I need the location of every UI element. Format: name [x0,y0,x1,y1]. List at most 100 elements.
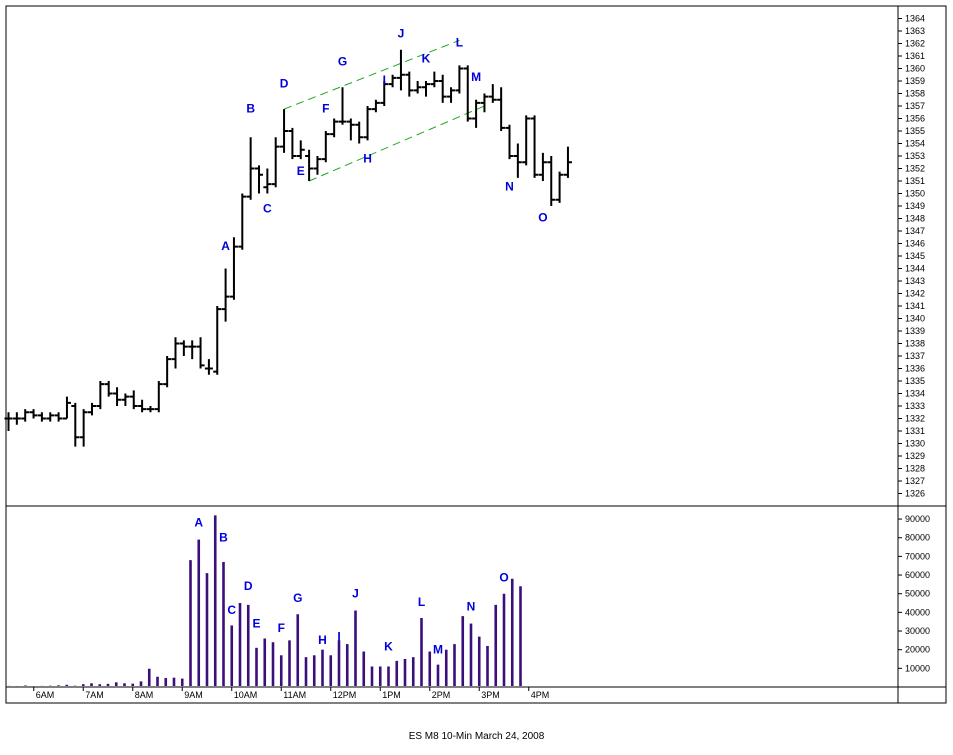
price-tick-label: 1356 [905,114,925,124]
volume-wave-label: H [318,633,327,647]
price-scale-area [897,5,947,507]
price-tick-label: 1355 [905,126,925,136]
ohlc-bar [338,87,347,125]
ohlc-bar [480,93,489,113]
chart-caption: ES M8 10-Min March 24, 2008 [408,731,545,742]
ohlc-bar [455,65,464,94]
price-wave-label: M [471,70,481,84]
time-tick-label: 7AM [85,690,104,700]
ohlc-bar [346,118,355,141]
price-tick-label: 1338 [905,339,925,349]
ohlc-bar [246,137,255,200]
volume-wave-label: D [244,579,253,593]
volume-wave-label: E [252,616,260,630]
price-tick-label: 1336 [905,364,925,374]
price-tick-label: 1342 [905,289,925,299]
ohlc-bar [530,115,539,178]
volume-wave-label: K [384,640,393,654]
ohlc-bar [213,306,222,375]
volume-wave-label: J [352,586,359,600]
time-tick-label: 10AM [234,690,258,700]
ohlc-bar [422,81,430,97]
time-tick-label: 11AM [283,690,306,700]
price-tick-label: 1357 [905,101,925,111]
time-tick-label: 3PM [481,690,500,700]
time-tick-label: 1PM [382,690,401,700]
volume-wave-label: L [418,595,425,609]
ohlc-bar [21,409,30,422]
price-wave-label: N [505,179,514,193]
price-wave-label: C [263,201,272,215]
ohlc-bar [255,165,263,194]
ohlc-bar [563,146,572,178]
ohlc-bar [363,106,372,141]
channel-line [283,39,460,110]
time-tick-label: 9AM [184,690,203,700]
ohlc-bar [171,337,180,369]
ohlc-bar [388,74,397,88]
ohlc-bar [313,156,322,175]
ohlc-bar [79,409,88,447]
price-tick-label: 1334 [905,389,925,399]
volume-tick-label: 90000 [905,514,930,524]
price-tick-label: 1330 [905,439,925,449]
channel-line [308,105,485,182]
ohlc-bar [296,140,305,160]
price-tick-label: 1361 [905,51,925,61]
volume-wave-label: F [278,621,285,635]
price-wave-label: I [383,73,386,87]
ohlc-bar [62,396,71,420]
volume-panel [5,505,899,688]
ohlc-bar [71,402,80,447]
ohlc-bar [271,137,280,188]
price-tick-label: 1331 [905,426,925,436]
price-bars [4,49,572,447]
ohlc-bar [472,99,481,128]
ohlc-bar [305,149,314,181]
time-axis: 6AM 7AM 8AM 9AM 10AM 11AM 12PM 1PM 2PM 3PM 4PM [33,687,549,700]
ohlc-bar [179,340,188,356]
volume-tick-label: 70000 [905,551,930,561]
price-tick-label: 1347 [905,226,925,236]
price-tick-label: 1346 [905,239,925,249]
price-tick-label: 1328 [905,464,925,474]
price-tick-label: 1344 [905,264,925,274]
price-tick-label: 1341 [905,301,925,311]
ohlc-bar [538,152,547,181]
price-tick-label: 1339 [905,326,925,336]
volume-wave-labels: A B CD E F G H I J K L M N O [194,516,508,657]
price-wave-label: B [246,101,255,115]
ohlc-bar [522,115,531,166]
trend-channel [283,39,485,182]
price-tick-label: 1360 [905,64,925,74]
ohlc-bar [154,381,163,413]
ohlc-bar [188,340,197,360]
ohlc-bar [355,121,364,144]
price-wave-label: E [297,164,305,178]
price-tick-label: 1345 [905,251,925,261]
volume-tick-label: 60000 [905,570,930,580]
price-tick-label: 1351 [905,176,925,186]
time-tick-label: 12PM [333,690,357,700]
price-wave-label: H [363,151,372,165]
ohlc-bar [280,109,289,153]
volume-wave-label: M [433,642,443,656]
ohlc-bar [547,156,556,206]
price-wave-label: G [338,54,347,68]
price-tick-label: 1362 [905,39,925,49]
ohlc-bar [497,87,506,131]
price-tick-label: 1353 [905,151,925,161]
volume-wave-label: I [337,629,340,643]
ohlc-bar [438,74,447,103]
ohlc-bar [430,71,439,88]
volume-tick-label: 30000 [905,626,930,636]
price-tick-label: 1343 [905,276,925,286]
price-wave-label: D [280,76,289,90]
ohlc-bar [221,268,230,322]
ohlc-bar [488,84,497,103]
price-wave-label: F [322,101,329,115]
volume-axis: 10000 20000 30000 40000 50000 60000 70000 80000… [898,514,930,673]
price-tick-label: 1348 [905,214,925,224]
price-wave-labels: A B C D E F G H I J K L M N O [221,26,547,253]
